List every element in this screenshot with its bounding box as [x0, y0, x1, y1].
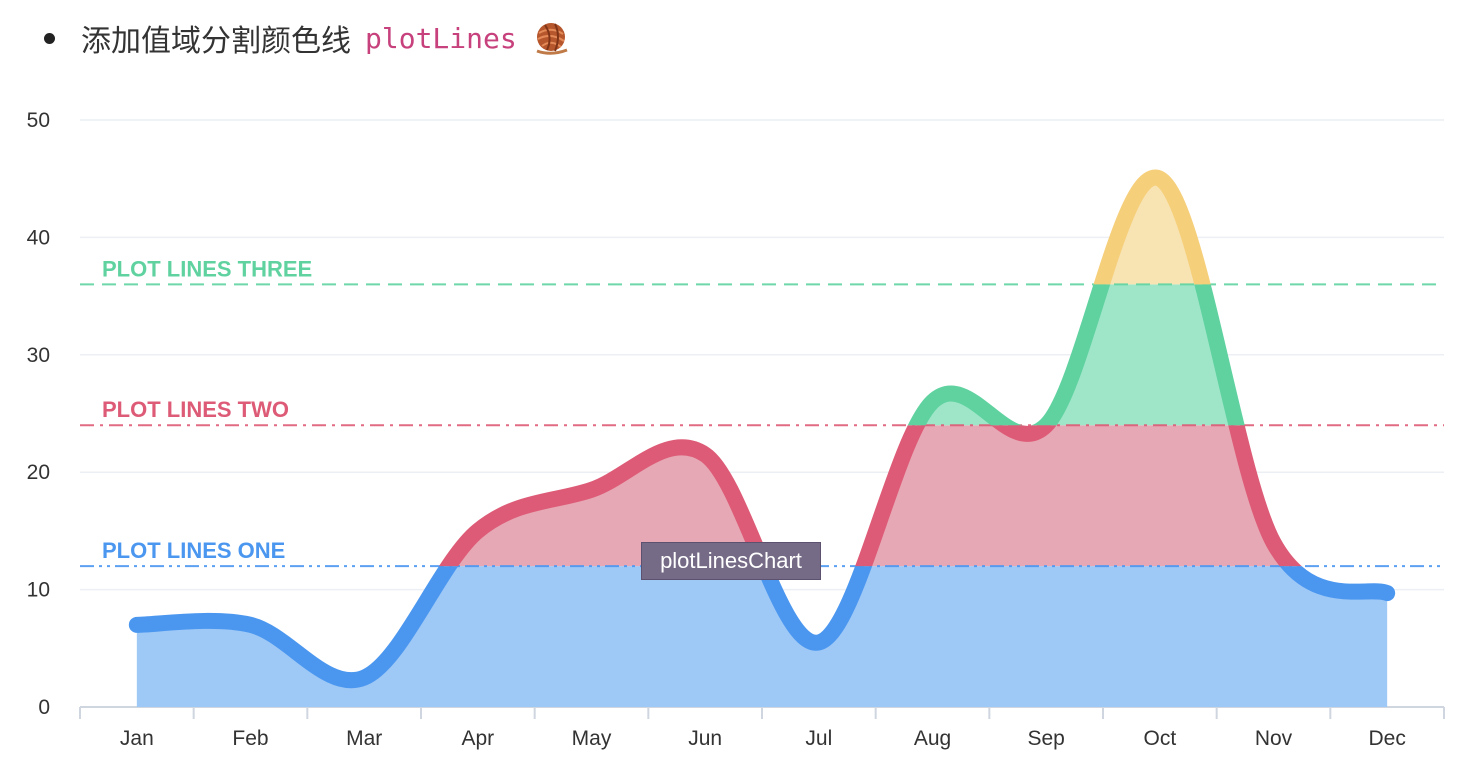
series-tooltip: plotLinesChart [641, 542, 821, 580]
x-tick-label: Jun [688, 727, 722, 750]
plot-line-label: PLOT LINES ONE [102, 538, 285, 563]
plot-line-label: PLOT LINES TWO [102, 397, 289, 422]
x-tick-label: Oct [1143, 727, 1176, 750]
x-tick-label: Sep [1027, 727, 1064, 750]
x-tick-label: Aug [914, 727, 951, 750]
y-tick-label: 10 [27, 579, 50, 602]
y-tick-label: 0 [38, 696, 50, 719]
y-tick-label: 40 [27, 226, 50, 249]
y-tick-label: 20 [27, 461, 50, 484]
x-tick-label: Nov [1255, 727, 1293, 750]
yarn-ball-icon [536, 23, 568, 55]
x-tick-label: Dec [1368, 727, 1405, 750]
plot-line-label: PLOT LINES THREE [102, 256, 312, 281]
x-tick-label: Apr [461, 727, 494, 750]
heading-text: 添加值域分割颜色线 [81, 24, 351, 59]
bullet-row: 添加值域分割颜色线 plotLines [44, 12, 569, 64]
inline-code: plotLines [359, 21, 523, 55]
y-tick-label: 50 [27, 109, 50, 132]
x-tick-label: Jan [120, 727, 154, 750]
x-tick-label: Jul [805, 727, 832, 750]
x-tick-label: May [572, 727, 612, 750]
area-chart: 0 10 20 30 40 50 Jan Feb Mar Apr May Jun Jul Aug Sep Oc… [27, 109, 1445, 750]
series-line-below_one [128, 566, 1396, 688]
series-line-above_three [1093, 169, 1211, 285]
bullet-dot [44, 32, 55, 44]
x-tick-label: Mar [346, 727, 382, 750]
area-fill-two_to_three [916, 284, 1237, 426]
x-tick-label: Feb [232, 727, 268, 750]
area-fill-below_one [136, 566, 1388, 707]
y-tick-label: 30 [27, 344, 50, 367]
